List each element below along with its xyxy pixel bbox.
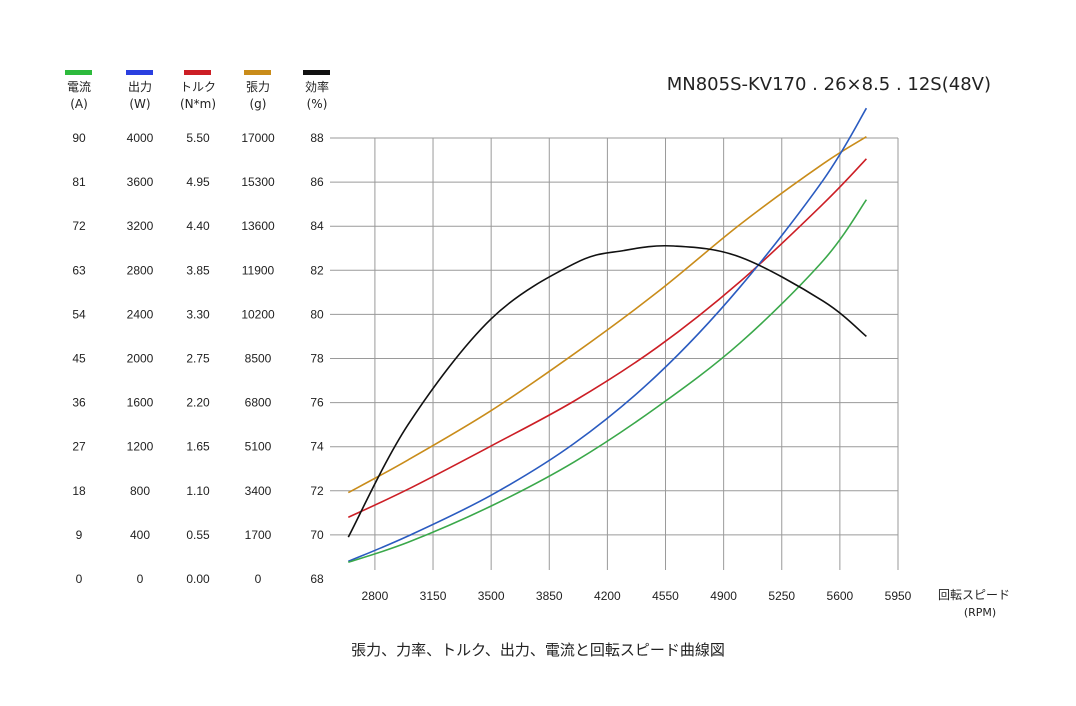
y-tick-current: 27 — [72, 440, 86, 454]
legend-swatch-torque — [184, 70, 211, 75]
y-tick-current: 45 — [72, 352, 86, 366]
series-line-power — [347, 107, 868, 563]
legend-swatch-power — [126, 70, 153, 75]
y-tick-thrust: 8500 — [245, 352, 272, 366]
y-tick-current: 81 — [72, 175, 86, 189]
y-tick-current: 36 — [72, 396, 86, 410]
y-tick-current: 0 — [76, 572, 83, 586]
grid — [330, 137, 899, 570]
x-tick: 3850 — [536, 589, 563, 603]
legend-unit-power: (W) — [129, 97, 150, 111]
y-tick-torque: 2.75 — [186, 352, 210, 366]
x-tick: 5600 — [827, 589, 854, 603]
y-tick-power: 3600 — [127, 175, 154, 189]
y-tick-thrust: 0 — [255, 572, 262, 586]
x-axis: 2800 3150 3500 3850 4200 4550 4900 5250 5600 5950 — [362, 589, 912, 603]
series-line-thrust — [347, 136, 867, 494]
y-tick-efficiency: 68 — [310, 572, 324, 586]
series-line-efficiency — [347, 244, 867, 538]
x-tick: 3500 — [478, 589, 505, 603]
y-tick-power: 2400 — [127, 307, 154, 321]
y-tick-efficiency: 74 — [310, 440, 324, 454]
legend-unit-torque: (N*m) — [180, 97, 216, 111]
x-tick: 3150 — [420, 589, 447, 603]
series-line-torque — [347, 158, 867, 519]
y-tick-power: 2000 — [127, 352, 154, 366]
y-tick-efficiency: 88 — [310, 131, 324, 145]
y-tick-current: 63 — [72, 263, 86, 277]
y-tick-power: 800 — [130, 484, 150, 498]
y-tick-torque: 3.85 — [186, 263, 210, 277]
y-tick-torque: 3.30 — [186, 307, 210, 321]
y-tick-power: 400 — [130, 528, 150, 542]
legend-name-power: 出力 — [128, 80, 152, 94]
y-tick-thrust: 10200 — [241, 307, 275, 321]
y-tick-power: 2800 — [127, 263, 154, 277]
y-tick-efficiency: 82 — [310, 263, 324, 277]
y-tick-thrust: 6800 — [245, 396, 272, 410]
y-tick-efficiency: 78 — [310, 352, 324, 366]
y-tick-efficiency: 72 — [310, 484, 324, 498]
x-axis-unit: (RPM) — [964, 606, 996, 619]
x-tick: 2800 — [362, 589, 389, 603]
legend-unit-efficiency: (%) — [307, 97, 328, 111]
y-tick-current: 72 — [72, 219, 86, 233]
x-tick: 5950 — [885, 589, 912, 603]
y-tick-current: 9 — [76, 528, 83, 542]
y-tick-current: 54 — [72, 307, 86, 321]
x-tick: 4550 — [652, 589, 679, 603]
legend-unit-thrust: (g) — [250, 97, 267, 111]
x-tick: 4900 — [710, 589, 737, 603]
y-tick-torque: 4.95 — [186, 175, 210, 189]
x-tick: 4200 — [594, 589, 621, 603]
x-tick: 5250 — [768, 589, 795, 603]
y-tick-efficiency: 80 — [310, 307, 324, 321]
y-tick-torque: 0.55 — [186, 528, 210, 542]
legend: 電流 (A) 出力 (W) トルク (N*m) 張力 (g) 効率 (%) — [65, 70, 330, 111]
legend-name-torque: トルク — [180, 80, 216, 94]
y-axes: 0918273645546372819004008001200160020002… — [72, 131, 324, 586]
y-tick-power: 1600 — [127, 396, 154, 410]
legend-swatch-efficiency — [303, 70, 330, 75]
y-tick-current: 18 — [72, 484, 86, 498]
chart-title: MN805S-KV170 . 26×8.5 . 12S(48V) — [667, 74, 991, 95]
y-tick-power: 4000 — [127, 131, 154, 145]
series-lines — [347, 107, 868, 564]
x-axis-label: 回転スピード — [938, 588, 1010, 602]
y-tick-current: 90 — [72, 131, 86, 145]
y-tick-efficiency: 84 — [310, 219, 324, 233]
y-tick-torque: 2.20 — [186, 396, 210, 410]
y-tick-torque: 0.00 — [186, 572, 210, 586]
y-tick-efficiency: 86 — [310, 175, 324, 189]
y-tick-torque: 1.65 — [186, 440, 210, 454]
y-tick-power: 1200 — [127, 440, 154, 454]
y-tick-efficiency: 76 — [310, 396, 324, 410]
y-tick-torque: 5.50 — [186, 131, 210, 145]
y-tick-thrust: 13600 — [241, 219, 275, 233]
y-tick-thrust: 5100 — [245, 440, 272, 454]
y-tick-thrust: 17000 — [241, 131, 275, 145]
legend-name-efficiency: 効率 — [305, 79, 329, 94]
y-tick-thrust: 11900 — [242, 263, 275, 277]
y-tick-power: 3200 — [127, 219, 154, 233]
y-tick-thrust: 15300 — [241, 175, 275, 189]
y-tick-efficiency: 70 — [310, 528, 324, 542]
y-tick-power: 0 — [137, 572, 144, 586]
legend-name-current: 電流 — [67, 80, 91, 94]
legend-swatch-current — [65, 70, 92, 75]
legend-name-thrust: 張力 — [246, 80, 270, 94]
y-tick-torque: 1.10 — [186, 484, 210, 498]
series-line-current — [348, 199, 868, 564]
y-tick-thrust: 1700 — [245, 528, 272, 542]
legend-unit-current: (A) — [70, 97, 88, 111]
legend-swatch-thrust — [244, 70, 271, 75]
chart-caption: 張力、力率、トルク、出力、電流と回転スピード曲線図 — [351, 641, 725, 659]
y-tick-thrust: 3400 — [245, 484, 272, 498]
y-tick-torque: 4.40 — [186, 219, 210, 233]
